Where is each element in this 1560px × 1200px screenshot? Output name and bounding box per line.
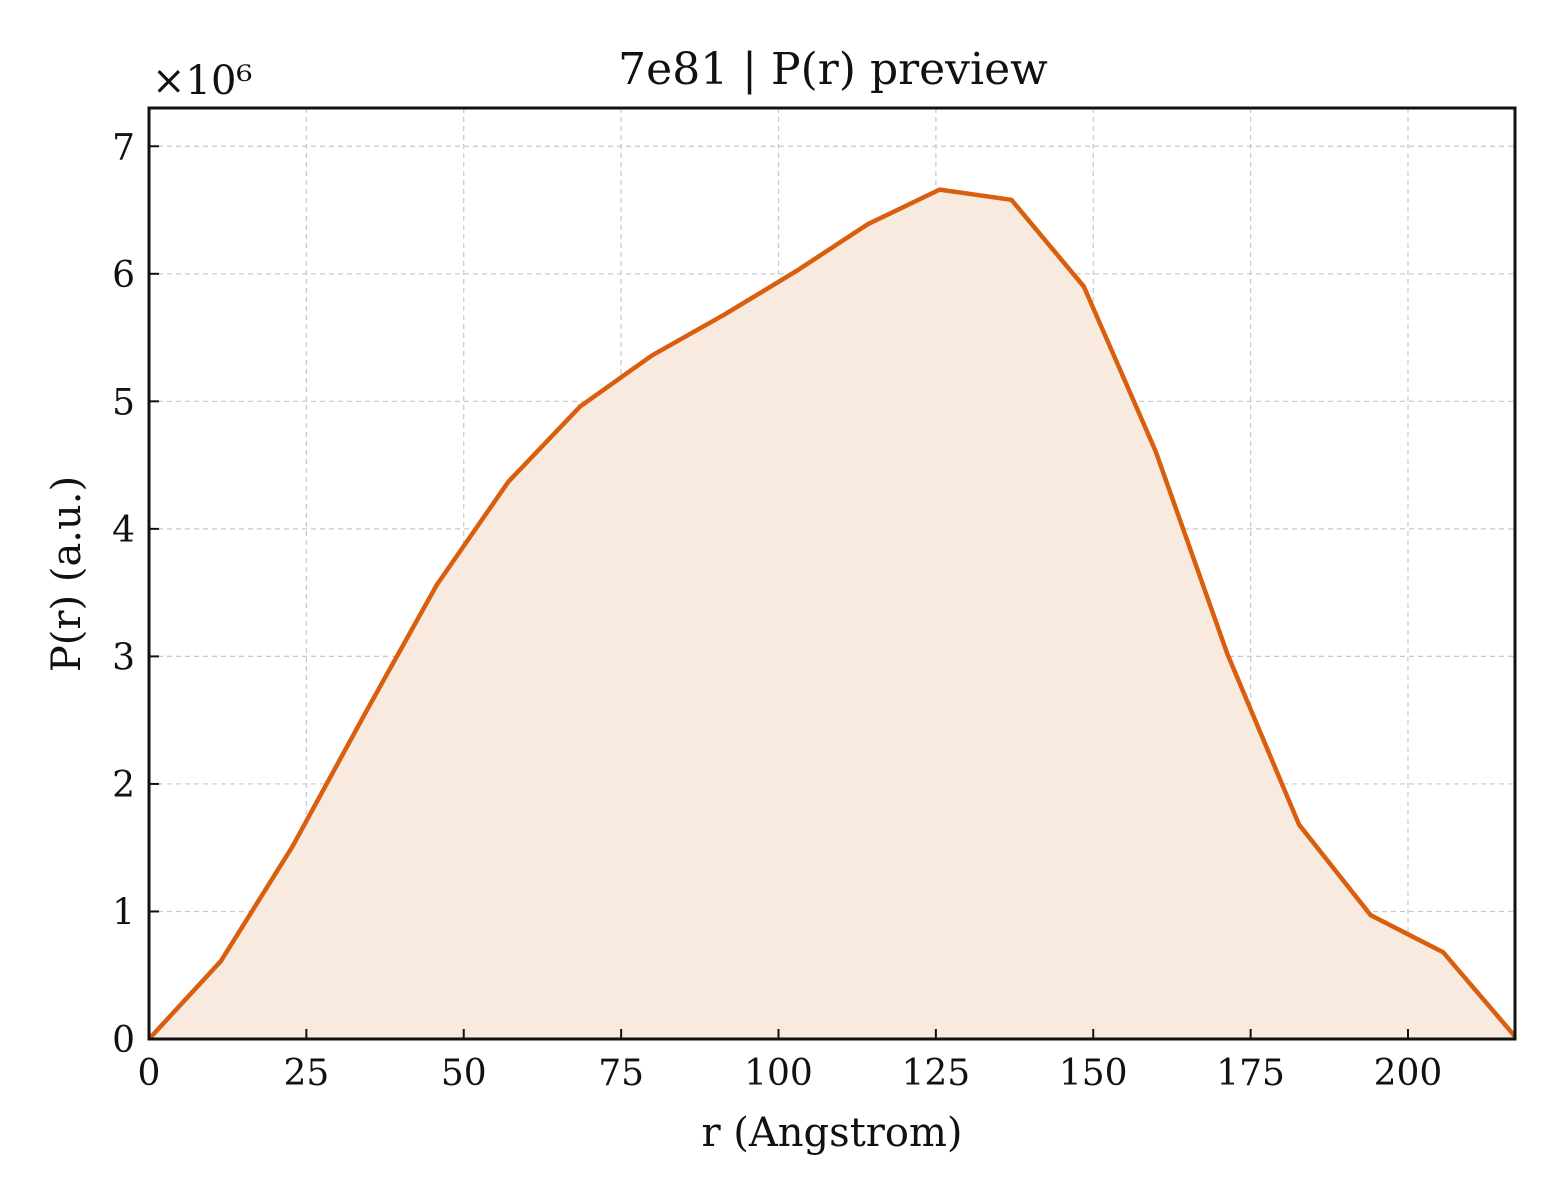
- y-tick-label: 1: [112, 892, 135, 933]
- axis-ticks: [148, 145, 1409, 1040]
- y-tick-label: 7: [112, 127, 135, 168]
- y-tick-labels: 0 1 2 3 4 5 6 7: [112, 127, 135, 1061]
- x-tick-label: 25: [283, 1053, 329, 1094]
- y-tick-label: 5: [112, 382, 135, 423]
- x-tick-label: 150: [1059, 1053, 1128, 1094]
- x-tick-label: 50: [441, 1053, 487, 1094]
- y-multiplier-label: ×10⁶: [152, 58, 252, 104]
- y-tick-label: 4: [112, 510, 135, 551]
- x-axis-label: r (Angstrom): [701, 1110, 962, 1156]
- x-tick-label: 75: [598, 1053, 644, 1094]
- x-tick-label: 200: [1374, 1053, 1443, 1094]
- y-tick-label: 2: [112, 765, 135, 806]
- y-axis-label: P(r) (a.u.): [44, 476, 90, 672]
- x-tick-labels: 0 25 50 75 100 125 150 175 200: [138, 1053, 1443, 1094]
- y-tick-label: 0: [112, 1020, 135, 1061]
- y-tick-label: 3: [112, 637, 135, 678]
- chart-title: 7e81 | P(r) preview: [618, 44, 1048, 95]
- x-tick-label: 125: [902, 1053, 971, 1094]
- series-line: [147, 187, 1517, 1041]
- x-tick-label: 0: [138, 1053, 161, 1094]
- series-area-fill: [149, 189, 1515, 1040]
- x-tick-label: 175: [1216, 1053, 1285, 1094]
- x-tick-label: 100: [744, 1053, 813, 1094]
- plot-frame: [147, 106, 1517, 1041]
- y-tick-label: 6: [112, 255, 135, 296]
